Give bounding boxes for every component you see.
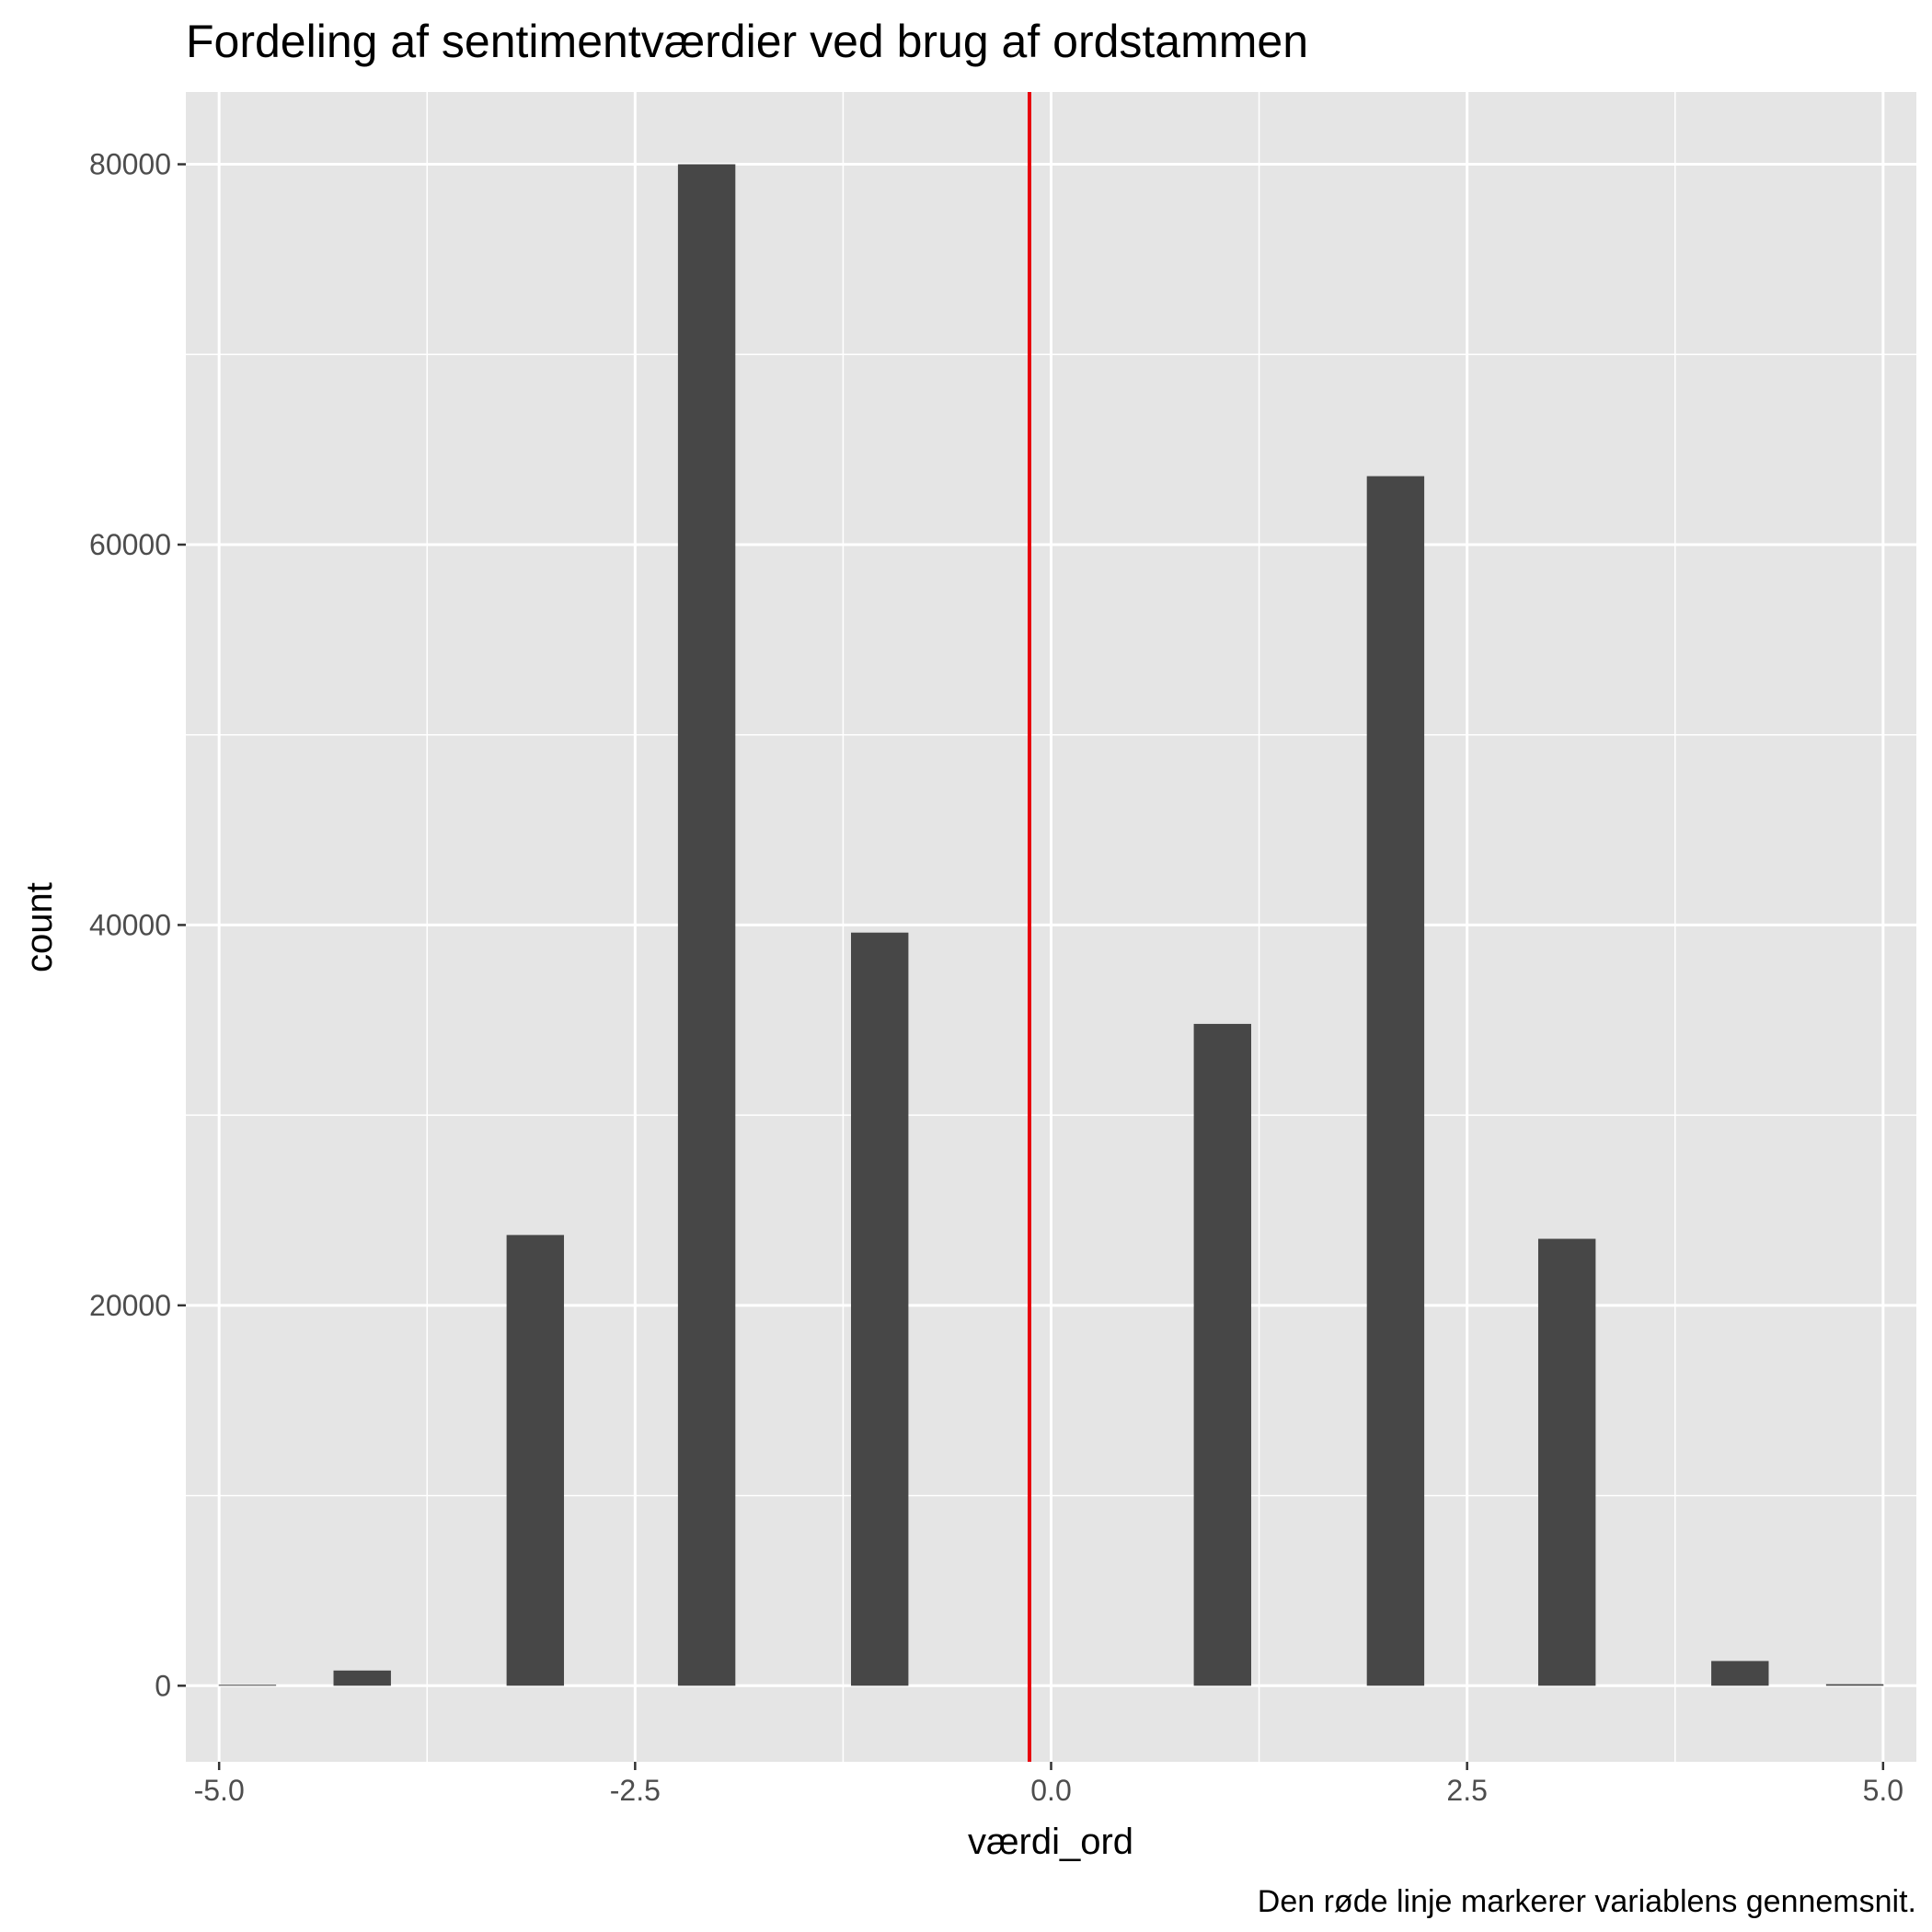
- x-tick-label: -2.5: [610, 1774, 661, 1807]
- histogram-bars: [218, 164, 1884, 1686]
- major-gridlines: [186, 92, 1916, 1762]
- histogram-bar: [677, 164, 736, 1686]
- histogram-bar: [1366, 476, 1425, 1686]
- x-axis-title: værdi_ord: [968, 1822, 1133, 1862]
- y-tick-label: 60000: [89, 528, 171, 561]
- x-tick-label: 5.0: [1863, 1774, 1903, 1807]
- y-tick-label: 20000: [89, 1289, 171, 1322]
- histogram-bar: [851, 932, 909, 1686]
- histogram-bar: [506, 1235, 565, 1686]
- histogram-bar: [1711, 1661, 1769, 1686]
- histogram-bar: [1537, 1238, 1596, 1686]
- x-tick-label: -5.0: [194, 1774, 245, 1807]
- chart-title: Fordeling af sentimentværdier ved brug a…: [186, 16, 1308, 67]
- y-tick-label: 40000: [89, 908, 171, 941]
- x-axis-ticks: -5.0 -2.5 0.0 2.5 5.0: [194, 1762, 1903, 1807]
- y-axis-title: count: [19, 882, 60, 972]
- x-tick-label: 2.5: [1446, 1774, 1487, 1807]
- chart-caption: Den røde linje markerer variablens genne…: [1258, 1884, 1916, 1919]
- y-axis-ticks: 0 20000 40000 60000 80000: [89, 148, 186, 1702]
- y-tick-label: 80000: [89, 148, 171, 181]
- y-tick-label: 0: [155, 1669, 171, 1702]
- histogram-bar: [1825, 1684, 1884, 1686]
- histogram-bar: [333, 1670, 391, 1686]
- histogram-bar: [1193, 1023, 1251, 1686]
- x-tick-label: 0.0: [1030, 1774, 1071, 1807]
